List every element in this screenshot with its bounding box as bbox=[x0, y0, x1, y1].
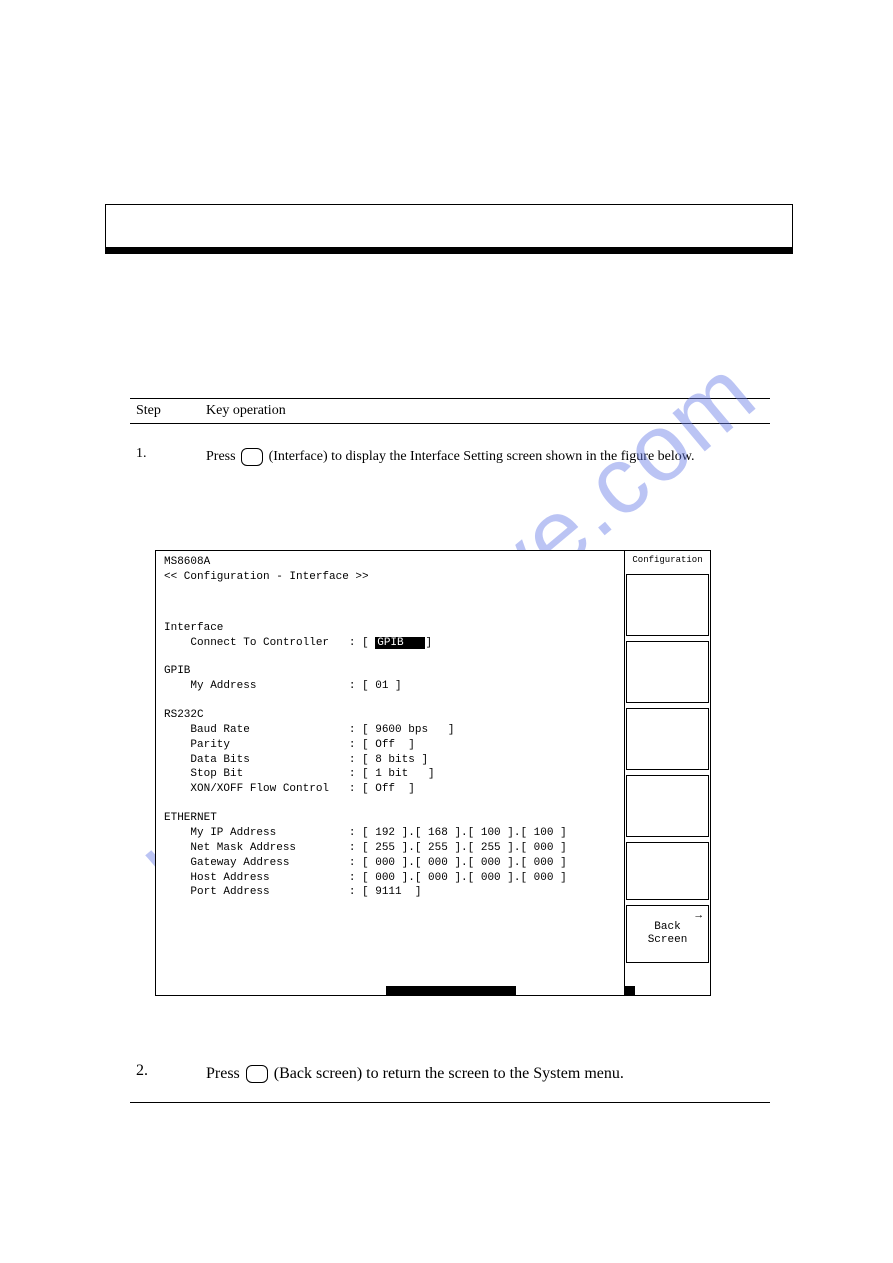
step-2-text: Press (Back screen) to return the screen… bbox=[200, 1062, 770, 1086]
softkey-3[interactable] bbox=[626, 708, 709, 770]
gpib-addr[interactable]: My Address : [ 01 ] bbox=[164, 679, 618, 694]
rs232c-flow[interactable]: XON/XOFF Flow Control : [ Off ] bbox=[164, 782, 618, 797]
section-banner bbox=[105, 204, 793, 254]
step-1-text: Press (Interface) to display the Interfa… bbox=[200, 446, 770, 467]
step-1-text-a: Press bbox=[206, 449, 239, 464]
interface-heading: Interface bbox=[164, 621, 618, 636]
eth-host[interactable]: Host Address : [ 000 ].[ 000 ].[ 000 ].[… bbox=[164, 871, 618, 886]
keycap-icon bbox=[246, 1065, 268, 1083]
rs232c-stop[interactable]: Stop Bit : [ 1 bit ] bbox=[164, 767, 618, 782]
keycap-icon bbox=[241, 448, 263, 466]
config-screenshot: MS8608A << Configuration - Interface >> … bbox=[155, 550, 711, 996]
step-2-text-a: Press bbox=[206, 1065, 244, 1082]
gpib-heading: GPIB bbox=[164, 664, 618, 679]
bottom-strip-2 bbox=[625, 986, 635, 995]
rs232c-bits[interactable]: Data Bits : [ 8 bits ] bbox=[164, 753, 618, 768]
step-1-text-b: (Interface) to display the Interface Set… bbox=[269, 449, 695, 464]
step-2-num: 2. bbox=[130, 1062, 200, 1086]
connect-label: Connect To Controller : [ bbox=[164, 637, 375, 649]
screen-title: << Configuration - Interface >> bbox=[164, 570, 618, 585]
step-row-2: 2. Press (Back screen) to return the scr… bbox=[130, 1056, 770, 1103]
eth-gw[interactable]: Gateway Address : [ 000 ].[ 000 ].[ 000 … bbox=[164, 856, 618, 871]
step-table-header: Step Key operation bbox=[130, 398, 770, 424]
softkey-back[interactable]: → Back Screen bbox=[626, 905, 709, 963]
model-label: MS8608A bbox=[164, 555, 618, 570]
eth-heading: ETHERNET bbox=[164, 811, 618, 826]
back-label-2: Screen bbox=[648, 934, 688, 947]
bottom-strip bbox=[386, 986, 516, 995]
eth-ip[interactable]: My IP Address : [ 192 ].[ 168 ].[ 100 ].… bbox=[164, 826, 618, 841]
step-1-num: 1. bbox=[130, 446, 200, 467]
screen-main-area: MS8608A << Configuration - Interface >> … bbox=[156, 551, 626, 995]
rs232c-baud[interactable]: Baud Rate : [ 9600 bps ] bbox=[164, 723, 618, 738]
screen-sidebar: Configuration → Back Screen bbox=[624, 551, 710, 995]
eth-mask[interactable]: Net Mask Address : [ 255 ].[ 255 ].[ 255… bbox=[164, 841, 618, 856]
rs232c-heading: RS232C bbox=[164, 708, 618, 723]
step-2-text-b: (Back screen) to return the screen to th… bbox=[274, 1065, 624, 1082]
header-op: Key operation bbox=[200, 399, 770, 423]
connect-close: ] bbox=[425, 637, 432, 649]
softkey-5[interactable] bbox=[626, 842, 709, 900]
header-step: Step bbox=[130, 399, 200, 423]
step-row-1: 1. Press (Interface) to display the Inte… bbox=[130, 440, 770, 473]
connect-row: Connect To Controller : [ GPIB ] bbox=[164, 636, 618, 651]
eth-port[interactable]: Port Address : [ 9111 ] bbox=[164, 885, 618, 900]
connect-value[interactable]: GPIB bbox=[375, 637, 425, 649]
softkey-1[interactable] bbox=[626, 574, 709, 636]
rs232c-parity[interactable]: Parity : [ Off ] bbox=[164, 738, 618, 753]
softkey-2[interactable] bbox=[626, 641, 709, 703]
sidebar-title: Configuration bbox=[625, 551, 710, 569]
back-label-1: Back bbox=[654, 921, 680, 934]
softkey-4[interactable] bbox=[626, 775, 709, 837]
arrow-icon: → bbox=[695, 910, 702, 923]
